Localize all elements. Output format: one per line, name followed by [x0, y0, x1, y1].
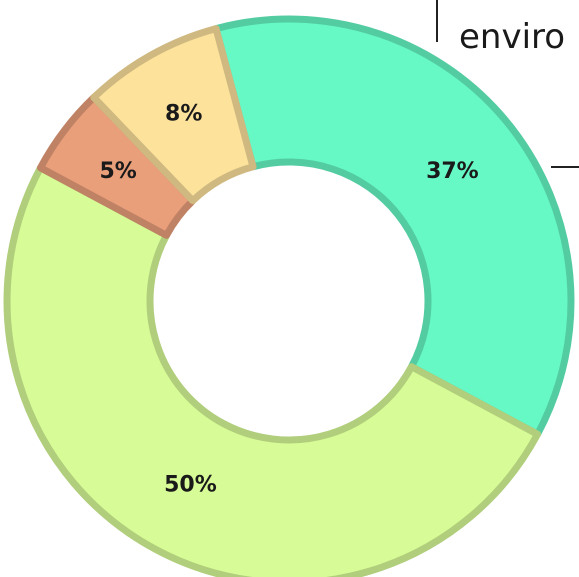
slice-label-37: 37%: [426, 159, 479, 184]
labels-layer: 37% 50% 5% 8%: [99, 102, 478, 498]
callout: enviro: [436, 0, 579, 168]
donut-slice-8: [90, 25, 257, 205]
slice-label-50: 50%: [164, 472, 217, 497]
callout-text: enviro: [459, 17, 565, 57]
slices-layer: [3, 15, 575, 577]
slice-label-5: 5%: [99, 159, 136, 184]
donut-slice-50: [3, 164, 542, 577]
slice-label-8: 8%: [165, 102, 202, 127]
donut-slice-37: [212, 15, 575, 438]
